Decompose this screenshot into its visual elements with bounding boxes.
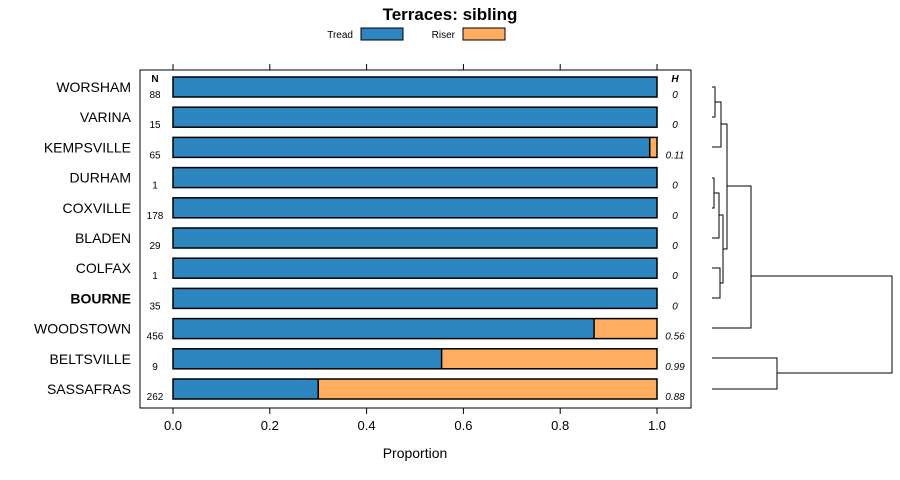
category-label: DURHAM: [70, 170, 131, 186]
category-label: WORSHAM: [56, 79, 131, 95]
bar-outline: [172, 76, 658, 98]
bar-outline: [172, 166, 658, 189]
n-column-header: N: [151, 74, 158, 85]
bar-outline: [172, 197, 658, 219]
category-label: BLADEN: [75, 230, 131, 246]
bar-tread-woodstown: [173, 318, 595, 339]
h-label: 0.11: [666, 150, 685, 161]
h-label: 0: [672, 120, 678, 131]
category-label: SASSAFRAS: [47, 381, 131, 397]
bar-outline: [172, 227, 658, 249]
legend-swatch-riser: [462, 27, 506, 41]
bar-riser-kempsville: [649, 137, 657, 158]
category-label: COXVILLE: [63, 200, 131, 216]
dendrogram-branch: [712, 357, 778, 390]
category-label: VARINA: [80, 109, 132, 125]
dendrogram-branch: [721, 123, 728, 250]
category-label: WOODSTOWN: [34, 321, 131, 337]
bar-outline: [172, 106, 658, 128]
x-tick-label: 0.2: [261, 418, 279, 433]
bar-outline: [172, 257, 658, 279]
dendrogram-branch: [712, 185, 752, 329]
legend: Tread Riser: [327, 27, 506, 41]
bar-tread-bladen: [173, 228, 657, 248]
n-label: 15: [149, 120, 161, 131]
h-label: 0: [672, 90, 678, 101]
category-labels: WORSHAM VARINA KEMPSVILLE DURHAM COXVILLE BLA…: [34, 79, 132, 397]
n-label: 65: [149, 150, 161, 161]
h-label: 0: [672, 211, 678, 222]
n-label: 1: [152, 181, 158, 192]
x-tick-label: 0.0: [164, 418, 182, 433]
category-label: COLFAX: [76, 260, 132, 276]
bar-outline: [172, 348, 658, 370]
legend-label-tread: Tread: [327, 30, 353, 41]
dendrogram-branch: [712, 192, 720, 239]
bar-tread-bourne: [173, 288, 657, 309]
n-label: 262: [147, 392, 164, 403]
n-label: 88: [149, 90, 161, 101]
category-label: BELTSVILLE: [50, 351, 131, 367]
bar-outline: [172, 317, 658, 340]
bar-tread-kempsville: [173, 137, 650, 158]
bar-outline: [172, 136, 658, 159]
bars-layer: [172, 76, 658, 400]
plot-panel: [139, 69, 692, 409]
n-label: 1: [152, 271, 158, 282]
x-tick-label: 0.6: [454, 418, 472, 433]
h-label: 0: [672, 181, 678, 192]
dendrogram-branch: [751, 275, 893, 374]
n-label: 178: [147, 211, 164, 222]
n-labels: 88 15 65 1 178 29 1 35 456 9 262: [147, 90, 164, 403]
bar-tread-colfax: [173, 258, 657, 279]
legend-swatch-tread: [360, 27, 404, 41]
legend-label-riser: Riser: [432, 30, 456, 41]
h-label: 0.99: [665, 362, 685, 373]
bar-tread-varina: [173, 107, 657, 128]
bar-tread-durham: [173, 167, 657, 188]
dendrogram-branch: [712, 86, 716, 118]
n-label: 456: [147, 332, 164, 343]
bar-tread-beltsville: [173, 348, 442, 369]
bar-tread-sassafras: [173, 379, 319, 399]
dendrogram-branch: [712, 267, 721, 299]
h-label: 0: [672, 301, 678, 312]
bar-outline: [172, 378, 658, 400]
x-axis: 0.0 0.2 0.4 0.6 0.8 1.0: [164, 64, 666, 433]
chart-title: Terraces: sibling: [383, 5, 518, 24]
dendrogram-branch: [712, 101, 722, 148]
n-label: 35: [149, 301, 161, 312]
dendrogram: [712, 86, 893, 390]
bar-riser-woodstown: [594, 318, 657, 339]
dendrogram-branch: [712, 177, 715, 209]
x-tick-label: 0.8: [551, 418, 569, 433]
h-label: 0: [672, 271, 678, 282]
bar-riser-beltsville: [441, 348, 657, 369]
bar-riser-sassafras: [318, 379, 657, 399]
bar-tread-coxville: [173, 197, 657, 218]
bar-tread-worsham: [173, 77, 657, 97]
bar-outline: [172, 287, 658, 310]
h-labels: 0 0 0.11 0 0 0 0 0 0.56 0.99 0.88: [665, 90, 685, 403]
n-label: 29: [149, 241, 161, 252]
h-column-header: H: [671, 74, 679, 85]
category-label: BOURNE: [70, 290, 131, 306]
category-label: KEMPSVILLE: [44, 139, 131, 155]
h-label: 0.88: [665, 392, 685, 403]
n-label: 9: [152, 362, 158, 373]
h-label: 0: [672, 241, 678, 252]
h-label: 0.56: [665, 332, 685, 343]
x-axis-label: Proportion: [383, 445, 448, 461]
x-tick-label: 0.4: [358, 418, 376, 433]
x-tick-label: 1.0: [648, 418, 666, 433]
